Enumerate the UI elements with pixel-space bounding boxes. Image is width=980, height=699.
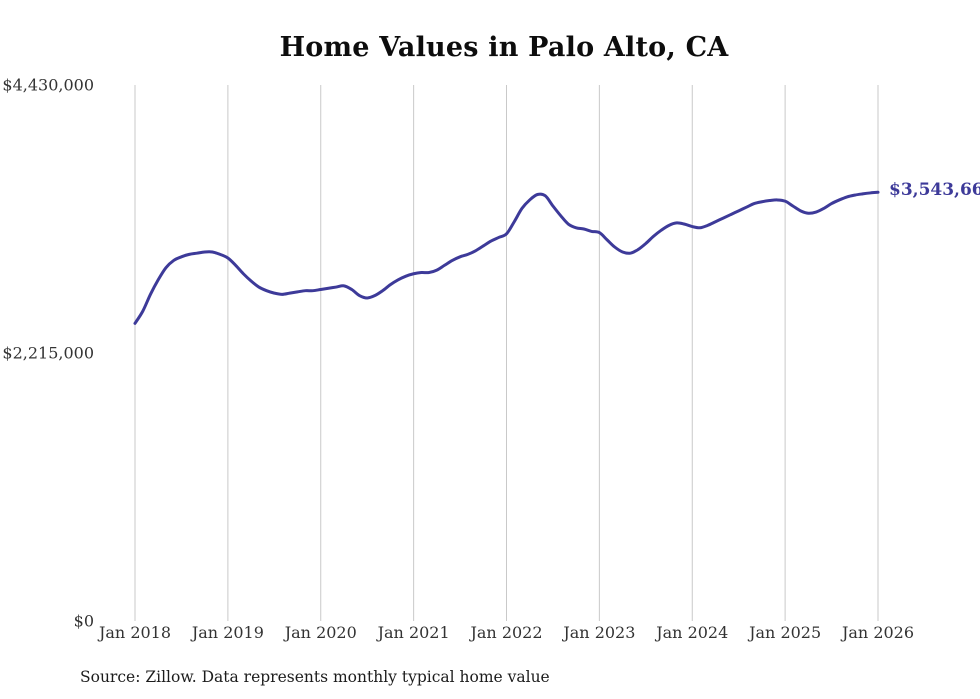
x-tick-label: Jan 2026 [841,623,915,642]
source-note: Source: Zillow. Data represents monthly … [80,668,550,686]
x-tick-label: Jan 2019 [191,623,264,642]
latest-value-label: $3,543,660 [889,180,980,201]
x-tick-label: Jan 2024 [656,623,729,642]
x-tick-label: Jan 2022 [470,623,543,642]
chart-title: Home Values in Palo Alto, CA [279,32,729,63]
x-tick-label: Jan 2021 [377,623,450,642]
x-tick-label: Jan 2023 [563,623,636,642]
y-tick-label: $0 [73,611,94,631]
y-tick-label: $4,430,000 [2,75,94,95]
x-tick-label: Jan 2018 [98,623,172,642]
home-value-line [133,190,880,325]
x-tick-label: Jan 2025 [749,623,822,642]
x-tick-label: Jan 2020 [284,623,357,642]
y-tick-label: $2,215,000 [2,343,94,363]
